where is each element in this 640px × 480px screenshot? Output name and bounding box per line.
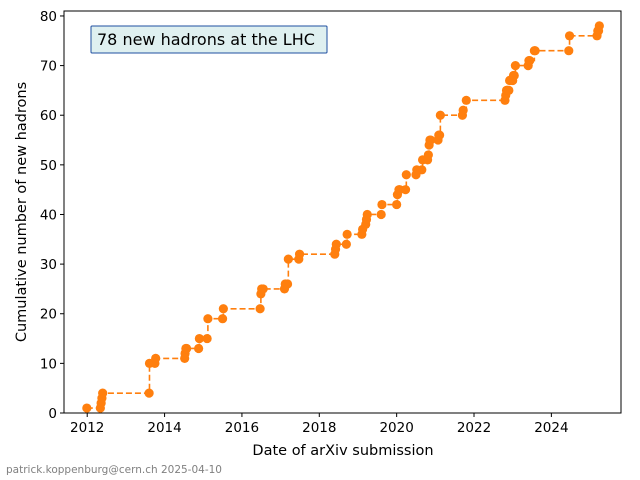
data-point <box>194 333 204 344</box>
y-tick-label: 0 <box>48 406 57 422</box>
y-tick-label: 20 <box>40 307 57 323</box>
data-point <box>283 254 293 264</box>
y-axis: 0 10 20 30 40 50 60 70 80 <box>40 9 64 422</box>
footer-credit: patrick.koppenburg@cern.ch 2025-04-10 <box>6 464 222 476</box>
data-point <box>377 199 387 210</box>
data-point <box>392 199 402 210</box>
y-tick-label: 50 <box>40 158 57 174</box>
x-tick-label: 2012 <box>70 420 104 436</box>
data-point <box>282 279 293 289</box>
data-point <box>458 105 468 115</box>
data-point <box>434 130 445 140</box>
data-point <box>202 333 212 344</box>
data-point <box>342 229 352 239</box>
x-tick-label: 2018 <box>302 420 336 436</box>
data-point <box>509 70 519 81</box>
data-point <box>258 284 268 294</box>
x-tick-label: 2014 <box>147 420 181 436</box>
data-point <box>194 343 204 354</box>
data-point <box>525 56 535 66</box>
x-tick-label: 2022 <box>457 420 491 436</box>
y-tick-label: 70 <box>40 59 57 75</box>
data-point <box>461 95 471 105</box>
data-point <box>98 388 108 398</box>
data-point <box>255 304 265 314</box>
data-point <box>594 21 604 31</box>
data-point <box>217 314 228 324</box>
axes-frame <box>63 10 622 414</box>
data-point <box>564 46 574 56</box>
data-point <box>376 209 386 220</box>
data-point <box>331 239 341 249</box>
data-point <box>423 150 433 160</box>
data-point <box>400 185 411 195</box>
data-point <box>151 353 161 364</box>
data-point <box>417 165 427 175</box>
data-point <box>182 343 192 354</box>
x-axis-label: Date of arXiv submission <box>252 443 433 459</box>
series-hadrons <box>82 21 604 413</box>
data-point <box>510 60 520 71</box>
data-point <box>203 314 213 324</box>
annotation: 78 new hadrons at the LHC <box>90 25 328 54</box>
data-point <box>362 209 372 220</box>
x-tick-label: 2020 <box>379 420 413 436</box>
y-axis-label: Cumulative number of new hadrons <box>14 82 30 342</box>
annotation-text: 78 new hadrons at the LHC <box>97 30 315 49</box>
y-tick-label: 10 <box>40 356 57 372</box>
x-tick-label: 2016 <box>225 420 259 436</box>
x-axis: 2012 2014 2016 2018 2020 2022 2024 <box>70 413 569 436</box>
y-tick-label: 60 <box>40 108 57 124</box>
plot-frame <box>63 10 622 414</box>
data-point <box>530 46 540 56</box>
data-point <box>294 249 305 259</box>
series-line <box>86 25 601 409</box>
data-point <box>435 110 445 120</box>
data-point <box>82 403 92 413</box>
data-point <box>218 304 228 314</box>
data-point <box>426 135 436 145</box>
data-point <box>564 31 575 41</box>
y-tick-label: 30 <box>40 257 57 273</box>
data-point <box>341 239 351 249</box>
y-tick-label: 80 <box>40 9 57 25</box>
data-point <box>504 85 514 96</box>
data-point <box>401 170 411 180</box>
annotation-box <box>90 25 328 54</box>
x-tick-label: 2024 <box>534 420 568 436</box>
data-point <box>144 388 154 398</box>
y-tick-label: 40 <box>40 207 57 223</box>
